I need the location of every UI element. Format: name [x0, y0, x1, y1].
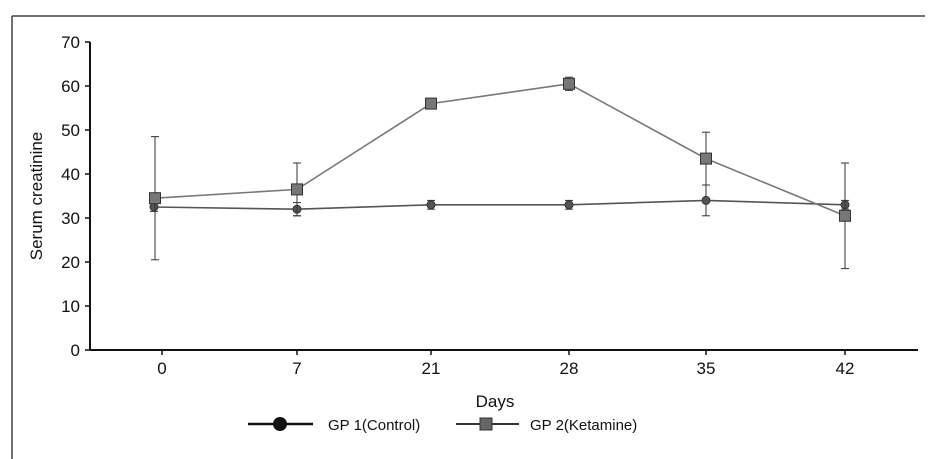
y-ticks: 0 10 20 30 40 50 60 70	[61, 33, 90, 360]
legend-marker-series-2	[479, 417, 493, 431]
x-tick-label: 7	[292, 359, 301, 378]
y-tick-label: 10	[61, 297, 80, 316]
legend-marker-series-1	[273, 417, 287, 431]
y-tick-label: 0	[71, 341, 80, 360]
y-tick-label: 70	[61, 33, 80, 52]
data-point-series-2	[149, 192, 161, 205]
y-tick-label: 30	[61, 209, 80, 228]
data-point-series-1	[564, 200, 574, 210]
legend: GP 1(Control) GP 2(Ketamine)	[248, 417, 637, 434]
x-tick-label: 35	[697, 359, 716, 378]
y-tick-label: 60	[61, 77, 80, 96]
series-line-2	[154, 82, 846, 217]
y-tick-label: 40	[61, 165, 80, 184]
legend-label-series-1: GP 1(Control)	[328, 417, 420, 434]
x-axis-label: Days	[476, 392, 515, 411]
data-point-series-2	[291, 183, 303, 196]
data-point-series-2	[839, 209, 851, 222]
data-point-series-2	[700, 152, 712, 165]
series-line-1	[153, 199, 846, 211]
x-tick-label: 21	[422, 359, 441, 378]
x-ticks: 0 7 21 28 35 42	[157, 350, 854, 378]
x-tick-label: 42	[836, 359, 855, 378]
x-tick-label: 0	[157, 359, 166, 378]
data-point-series-2	[425, 97, 437, 110]
y-tick-label: 50	[61, 121, 80, 140]
y-axis-label: Serum creatinine	[27, 132, 46, 261]
data-point-series-1	[426, 200, 436, 210]
legend-label-series-2: GP 2(Ketamine)	[530, 417, 637, 434]
series-layer	[149, 76, 851, 270]
data-point-series-1	[701, 195, 711, 205]
y-tick-label: 20	[61, 253, 80, 272]
data-point-series-2	[563, 77, 575, 90]
x-tick-label: 28	[560, 359, 579, 378]
